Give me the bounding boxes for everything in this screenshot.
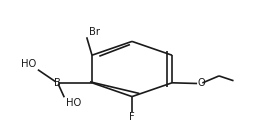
Text: HO: HO — [21, 59, 36, 69]
Text: B: B — [54, 78, 61, 88]
Text: HO: HO — [65, 98, 81, 108]
Text: O: O — [198, 79, 205, 88]
Text: F: F — [129, 112, 135, 122]
Text: Br: Br — [89, 27, 100, 37]
